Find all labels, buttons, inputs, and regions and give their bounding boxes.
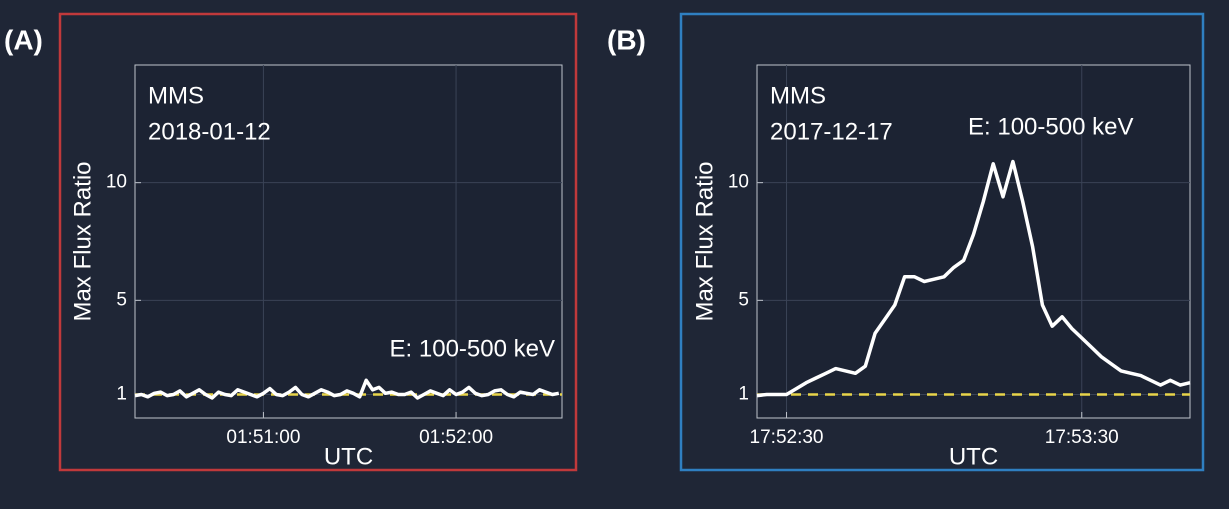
y-tick-label: 5 [738, 289, 749, 310]
y-tick-label: 10 [106, 172, 127, 193]
panel-frame [58, 12, 578, 472]
annotation: MMS [770, 82, 826, 109]
plot-area [756, 64, 1191, 419]
x-axis-label: UTC [324, 443, 373, 470]
y-tick-label: 5 [116, 289, 127, 310]
x-axis-label: UTC [949, 443, 998, 470]
y-axis-label: Max Flux Ratio [691, 161, 718, 321]
annotation: 2017-12-17 [770, 118, 893, 145]
data-line [134, 378, 560, 400]
x-tick-label: 17:52:30 [750, 427, 824, 448]
plot-area [134, 64, 563, 419]
panel-label: (A) [4, 24, 43, 55]
panel-frame [679, 12, 1205, 472]
x-tick-label: 17:53:30 [1045, 427, 1119, 448]
y-tick-label: 1 [738, 383, 749, 404]
chart-panel: 1 5 10 17:52:30 17:53:30 (B) MMS 2017-12-17 E: 1… [607, 12, 1205, 472]
annotation: MMS [148, 82, 204, 109]
y-tick-label: 1 [116, 383, 127, 404]
annotation: E: 100-500 keV [390, 335, 555, 362]
annotation: E: 100-500 keV [968, 113, 1133, 140]
y-tick-label: 10 [728, 172, 749, 193]
panel-label: (B) [607, 24, 646, 55]
data-line [756, 159, 1191, 398]
y-axis-label: Max Flux Ratio [69, 161, 96, 321]
x-tick-label: 01:51:00 [226, 427, 300, 448]
x-tick-label: 01:52:00 [419, 427, 493, 448]
annotation: 2018-01-12 [148, 118, 271, 145]
